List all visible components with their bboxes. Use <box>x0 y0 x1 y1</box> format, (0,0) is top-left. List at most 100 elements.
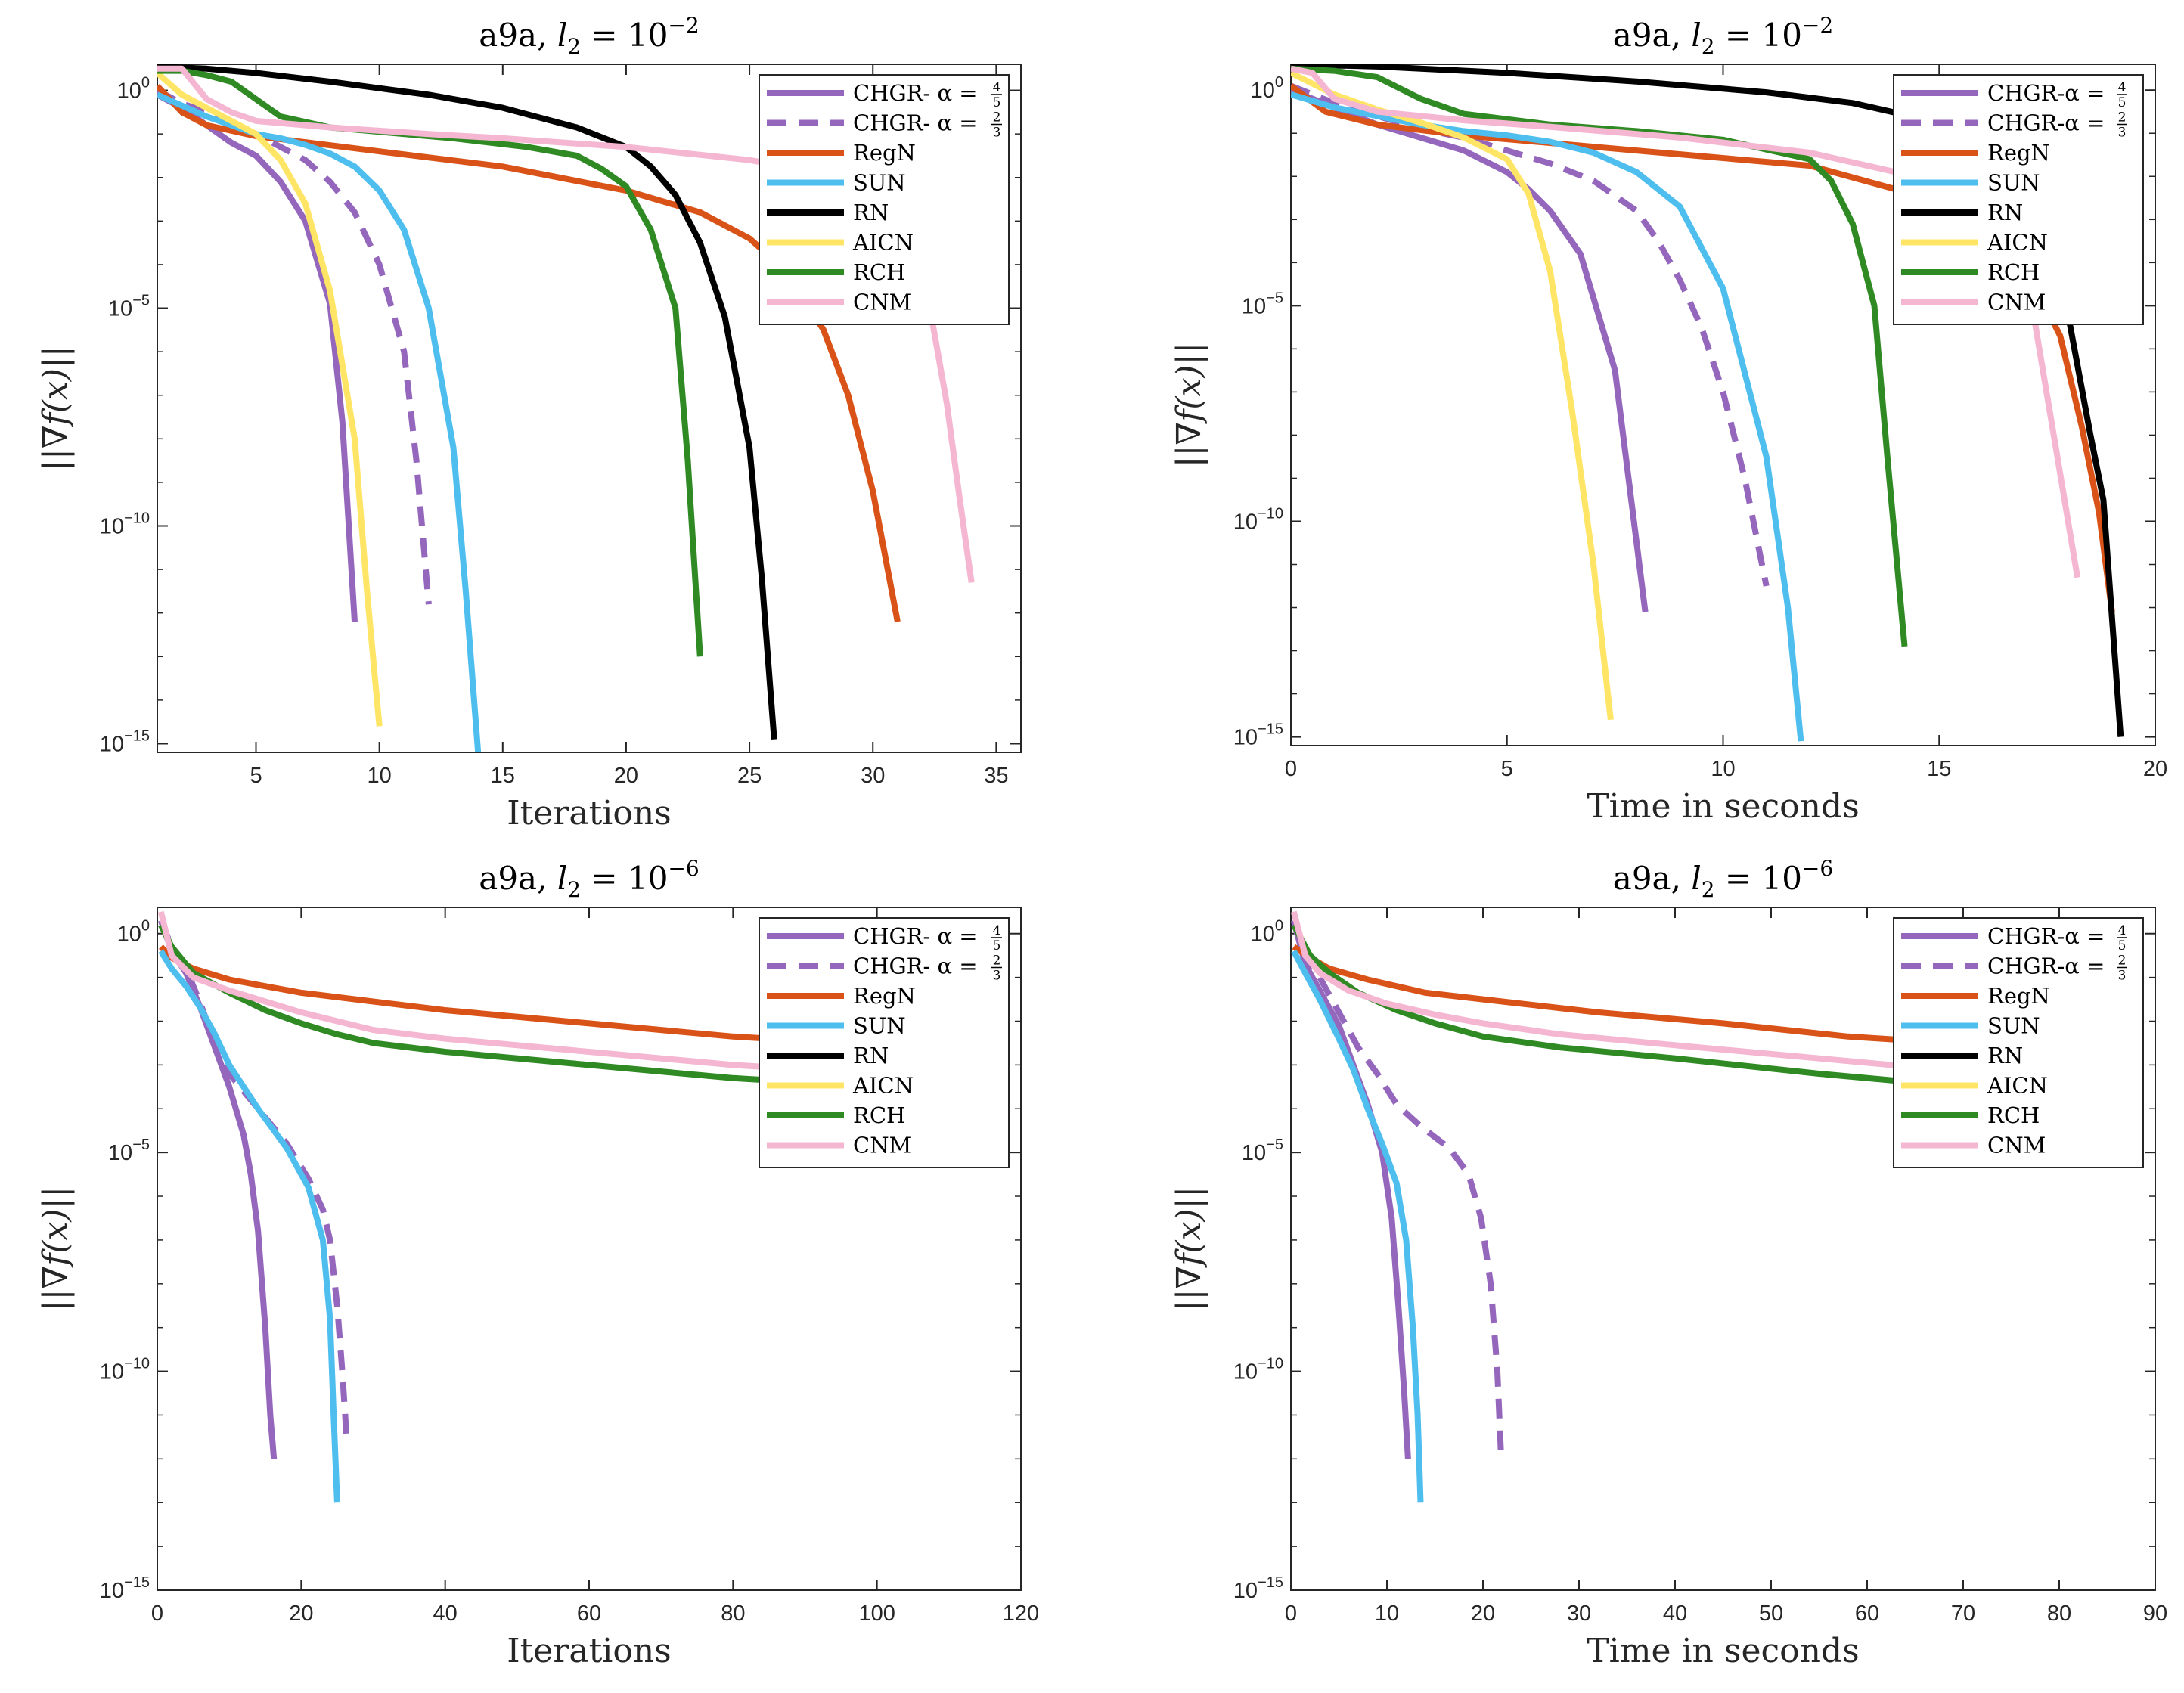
legend-label-RCH: RCH <box>1987 259 2040 285</box>
x-tick-label: 30 <box>861 764 885 788</box>
y-tick-label: 10−5 <box>1242 290 1283 318</box>
legend-frac-num: 2 <box>2118 953 2127 969</box>
y-tick-label: 100 <box>117 918 150 947</box>
legend-frac-den: 3 <box>993 969 1001 984</box>
legend-frac-num: 2 <box>993 953 1001 969</box>
legend-frac-num: 4 <box>2118 80 2127 95</box>
legend-label-RN: RN <box>853 1043 889 1068</box>
legend-frac-den: 3 <box>993 126 1001 141</box>
legend-frac-num: 4 <box>993 923 1001 938</box>
series-group <box>157 910 805 1503</box>
series-line-SUN <box>1291 950 1424 1503</box>
legend-label-AICN: AICN <box>852 1073 914 1099</box>
x-tick-label: 70 <box>1951 1602 1975 1626</box>
series-line-CNM <box>157 910 805 1073</box>
chart-title: a9a, l2 = 10−2 <box>1613 13 1833 59</box>
legend-frac-den: 5 <box>993 95 1001 110</box>
y-tick-label: 10−5 <box>1242 1136 1283 1165</box>
x-tick-label: 60 <box>577 1602 601 1626</box>
y-tick-label: 10−10 <box>100 1356 150 1384</box>
chart-title: a9a, l2 = 10−6 <box>479 856 699 902</box>
legend-frac-den: 5 <box>2118 95 2127 110</box>
series-line-RN <box>157 64 777 740</box>
y-tick-label: 10−10 <box>100 510 150 539</box>
legend-label-SUN: SUN <box>1987 170 2040 196</box>
legend-label-SUN: SUN <box>853 170 906 196</box>
y-tick-label: 10−5 <box>108 293 150 321</box>
y-tick-label: 10−15 <box>100 1574 150 1603</box>
legend-frac-den: 3 <box>2118 126 2127 141</box>
legend-label-RegN: RegN <box>1987 140 2050 166</box>
legend: CHGR-α = 45 CHGR-α = 23 RegN SUN RN AICN RCH CN… <box>1893 74 2144 325</box>
legend-label-SUN: SUN <box>1987 1013 2040 1039</box>
legend-label-SUN: SUN <box>853 1013 906 1039</box>
x-tick-label: 15 <box>491 764 515 788</box>
y-axis-label: ||∇f(x)|| <box>36 1186 75 1311</box>
legend-label-RCH: RCH <box>853 1102 905 1128</box>
legend-label-AICN: AICN <box>1987 1073 2048 1099</box>
x-tick-label: 0 <box>151 1602 163 1626</box>
legend-label-CNM: CNM <box>1987 290 2046 315</box>
chart-title: a9a, l2 = 10−6 <box>1613 856 1833 902</box>
legend-label-chgr23: CHGR-α = <box>1987 110 2105 136</box>
legend-label-CNM: CNM <box>853 1133 911 1158</box>
x-tick-label: 80 <box>721 1602 745 1626</box>
y-axis-label: ||∇f(x)|| <box>36 346 75 470</box>
y-axis-label: ||∇f(x)|| <box>1170 1186 1208 1311</box>
x-tick-label: 20 <box>289 1602 313 1626</box>
legend-frac-num: 4 <box>993 80 1001 95</box>
x-tick-label: 10 <box>368 764 392 788</box>
legend-label-AICN: AICN <box>1987 230 2048 256</box>
y-axis-label: ||∇f(x)|| <box>1170 343 1208 467</box>
legend-frac-den: 5 <box>993 938 1001 953</box>
series-line-CNM <box>1291 910 1916 1071</box>
x-tick-label: 120 <box>1003 1602 1039 1626</box>
legend-frac-den: 5 <box>2118 938 2127 953</box>
legend-label-CNM: CNM <box>853 290 911 315</box>
x-tick-label: 15 <box>1927 757 1951 781</box>
series-line-AICN <box>157 70 383 727</box>
legend-label-chgr23: CHGR- α = <box>853 110 978 136</box>
legend-label-RegN: RegN <box>853 983 916 1009</box>
legend-frac-num: 2 <box>2118 110 2127 126</box>
legend-box <box>759 917 1010 1168</box>
legend-frac-num: 2 <box>993 110 1001 126</box>
legend-label-chgr45: CHGR-α = <box>1987 80 2105 106</box>
y-tick-label: 10−15 <box>100 727 150 756</box>
x-tick-label: 20 <box>1471 1602 1495 1626</box>
legend-box <box>1893 917 2144 1168</box>
series-line-SUN <box>157 91 482 752</box>
legend-label-RegN: RegN <box>853 140 916 166</box>
y-tick-label: 100 <box>117 75 150 104</box>
series-line-chgr23 <box>1291 919 1505 1459</box>
x-axis-label: Time in seconds <box>1587 1632 1859 1670</box>
legend-label-chgr45: CHGR- α = <box>853 80 978 106</box>
x-axis-label: Iterations <box>507 794 672 833</box>
series-line-RCH <box>158 923 805 1086</box>
y-tick-label: 10−15 <box>1233 721 1283 750</box>
x-tick-label: 25 <box>737 764 762 788</box>
series-line-RCH <box>1291 923 1916 1086</box>
y-tick-label: 10−10 <box>1233 505 1283 534</box>
legend-label-chgr23: CHGR-α = <box>1987 953 2105 979</box>
series-group <box>1291 910 1916 1503</box>
legend-label-RegN: RegN <box>1987 983 2050 1009</box>
x-tick-label: 20 <box>614 764 638 788</box>
legend-label-chgr45: CHGR-α = <box>1987 923 2105 949</box>
series-line-SUN <box>158 949 340 1503</box>
legend-box <box>759 74 1010 325</box>
chart-bl: 100 10−5 10−10 10−150 20 40 60 80 100 120 a9a, l2 … <box>36 856 1039 1670</box>
legend-label-chgr23: CHGR- α = <box>853 953 978 979</box>
legend-label-CNM: CNM <box>1987 1133 2046 1158</box>
x-axis-label: Time in seconds <box>1587 787 1859 826</box>
y-tick-label: 100 <box>1251 74 1283 103</box>
x-tick-label: 10 <box>1711 757 1735 781</box>
series-line-chgr23 <box>157 88 432 605</box>
legend: CHGR- α = 45 CHGR- α = 23 RegN SUN RN AICN RCH… <box>759 917 1010 1168</box>
y-tick-label: 10−5 <box>108 1136 150 1165</box>
x-tick-label: 40 <box>1663 1602 1687 1626</box>
x-tick-label: 0 <box>1285 1602 1297 1626</box>
x-tick-label: 35 <box>984 764 1008 788</box>
